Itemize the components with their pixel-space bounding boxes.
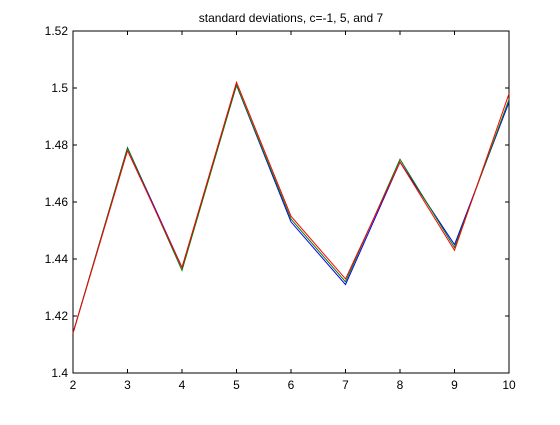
axis-layer: 2 3 4 5 6 7 8 9 10 1.4 1.42 1.44 1.46 1.48 1.5 1.52 (45, 24, 516, 392)
x-tick-label: 6 (288, 378, 295, 392)
y-tick-label: 1.52 (45, 24, 69, 38)
x-tick-label: 4 (179, 378, 186, 392)
x-tick-label: 10 (502, 378, 516, 392)
y-tick-label: 1.48 (45, 138, 69, 152)
y-tick-label: 1.5 (51, 81, 68, 95)
y-tick-label: 1.44 (45, 252, 69, 266)
x-tick-label: 5 (233, 378, 240, 392)
x-tick-label: 3 (124, 378, 131, 392)
y-tick-label: 1.46 (45, 195, 69, 209)
x-tick-label: 2 (70, 378, 77, 392)
y-tick-label: 1.4 (51, 366, 68, 380)
x-tick-label: 8 (397, 378, 404, 392)
y-tick-label: 1.42 (45, 309, 69, 323)
series-line-3 (72, 80, 510, 334)
x-tick-label: 9 (451, 378, 458, 392)
series-layer (72, 80, 510, 334)
chart-title: standard deviations, c=-1, 5, and 7 (199, 11, 384, 25)
x-tick-label: 7 (342, 378, 349, 392)
plot-area (72, 30, 510, 374)
